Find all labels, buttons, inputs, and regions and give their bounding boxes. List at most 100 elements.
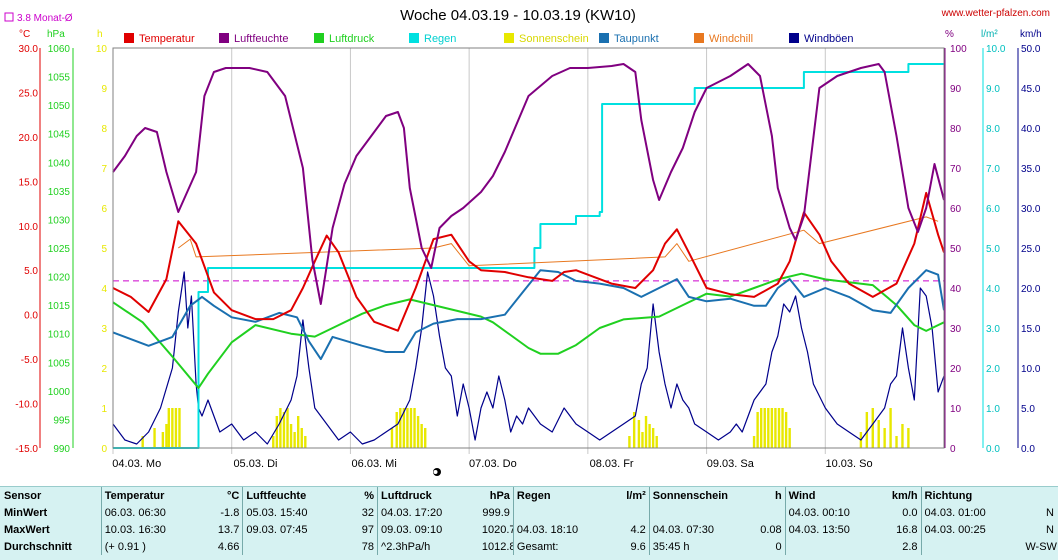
temp-tick-label: 25.0 [19,88,39,99]
stats-cell: ^2.3hPa/h [377,538,479,555]
sunshine-bar [889,408,892,448]
stats-cell [648,504,751,521]
stats-pres-unit: hPa [489,489,510,502]
stats-cell: 13.7 [217,523,240,536]
wind-tick-label: 45.0 [1021,84,1041,95]
rain-tick-label: 5.0 [986,244,1000,255]
pressure-line [112,272,945,389]
legend: Temperatur Luftfeuchte Luftdruck Regen Sonne… [124,33,854,45]
sunshine-bar [651,428,655,448]
sunshine-bar [275,416,279,448]
rain-tick-label: 1.0 [986,404,1000,415]
sunshine-bar [409,408,413,448]
rain-tick-label: 3.0 [986,324,1000,335]
sunshine-bar [655,436,658,448]
rain-tick-label: 6.0 [986,204,1000,215]
stats-row-max: MaxWert 10.03. 16:30 13.7 09.03. 07:45 9… [1,521,1057,538]
legend-label-sunshine: Sonnenschein [519,33,589,45]
rain-tick-label: 9.0 [986,84,1000,95]
sunshine-bar [171,408,174,448]
legend-label-pressure: Luftdruck [329,33,375,45]
stats-cell: 0.0 [902,506,918,519]
sunshine-bar [871,408,874,448]
temp-tick-label: 5.0 [24,266,38,277]
stats-dir-header: Richtung [920,487,1023,504]
sunshine-bar [416,416,420,448]
temp-tick-label: 20.0 [19,133,39,144]
sunshine-bar [424,428,427,448]
stats-cell: -1.8 [220,506,240,519]
legend-swatch [694,33,704,43]
stats-cell: 0 [775,540,782,553]
stats-rain-unit: l/m² [626,489,646,502]
sunshine-bar [304,436,307,448]
legend-swatch [409,33,419,43]
sun-tick-label: 8 [101,124,107,135]
sunshine-bars [141,408,910,448]
stats-pres-header: Luftdruck [377,487,479,504]
humidity-tick-label: 0 [950,444,956,455]
month-avg-label: 3.8 Monat-Ø [17,13,73,24]
stats-cell: 04.03. 01:00 [920,504,1023,521]
sunshine-bar [390,428,394,448]
stats-cell [615,504,650,521]
day-label: 06.03. Mi [352,458,397,470]
wind-tick-label: 20.0 [1021,284,1041,295]
day-label: 08.03. Fr [590,458,634,470]
humidity-tick-label: 80 [950,124,962,135]
humidity-tick-label: 60 [950,204,962,215]
plot-frame [112,47,945,449]
stats-cell [242,538,345,555]
humidity-tick-label: 90 [950,84,962,95]
sunshine-bar [901,424,904,448]
stats-cell: 999.9 [482,506,510,519]
month-avg-checkbox-icon[interactable] [4,12,14,22]
sunshine-bar [628,436,631,448]
rain-tick-label: 10.0 [986,44,1006,55]
legend-swatch [219,33,229,43]
stats-row-label: MinWert [4,506,48,519]
legend-label-humidity: Luftfeuchte [234,33,288,45]
humidity-tick-label: 40 [950,284,962,295]
temp-tick-label: 15.0 [19,177,39,188]
sunshine-bar [877,420,880,448]
stats-cell: 2.8 [902,540,918,553]
stats-cell: 9.6 [630,540,646,553]
stats-sun-header: Sonnenschein [648,487,751,504]
wind-tick-label: 50.0 [1021,44,1041,55]
temp-unit: °C [19,29,30,40]
stats-cell: (+ 0.91 ) [100,538,209,555]
pressure-tick-label: 1035 [48,187,71,198]
sunshine-bar [293,432,296,448]
wind-tick-label: 5.0 [1021,404,1035,415]
stats-row-avg: Durchschnitt (+ 0.91 ) 4.66 78 ^2.3hPa/h… [1,538,1057,555]
humidity-line [112,63,945,305]
sunshine-bar [883,428,886,448]
sun-tick-label: 3 [101,324,107,335]
humidity-tick-label: 100 [950,44,967,55]
sunshine-bar [165,424,168,448]
rain-tick-label: 2.0 [986,364,1000,375]
pressure-tick-label: 1030 [48,215,71,226]
stats-cell [751,504,786,521]
sunshine-bar [178,408,181,448]
humidity-tick-label: 10 [950,404,962,415]
sunshine-bar [161,432,165,448]
pressure-tick-label: 1060 [48,44,71,55]
stats-cell: 09.03. 07:45 [242,521,345,538]
sunshine-bar [759,408,763,448]
pressure-tick-label: 1040 [48,158,71,169]
pressure-tick-label: 990 [53,444,70,455]
day-label: 07.03. Do [469,458,517,470]
source-link[interactable]: www.wetter-pfalzen.com [941,8,1050,19]
wind-tick-label: 15.0 [1021,324,1041,335]
temp-tick-label: 10.0 [19,222,39,233]
stats-cell: W-SW [1025,540,1057,553]
gusts-line [112,271,945,445]
sunshine-bar [770,408,774,448]
temp-tick-label: 30.0 [19,44,39,55]
stats-row-min: MinWert 06.03. 06:30 -1.8 05.03. 15:40 3… [1,504,1057,521]
temp-tick-label: -15.0 [15,444,38,455]
sunshine-bar [641,432,644,448]
sunshine-bar [752,436,756,448]
